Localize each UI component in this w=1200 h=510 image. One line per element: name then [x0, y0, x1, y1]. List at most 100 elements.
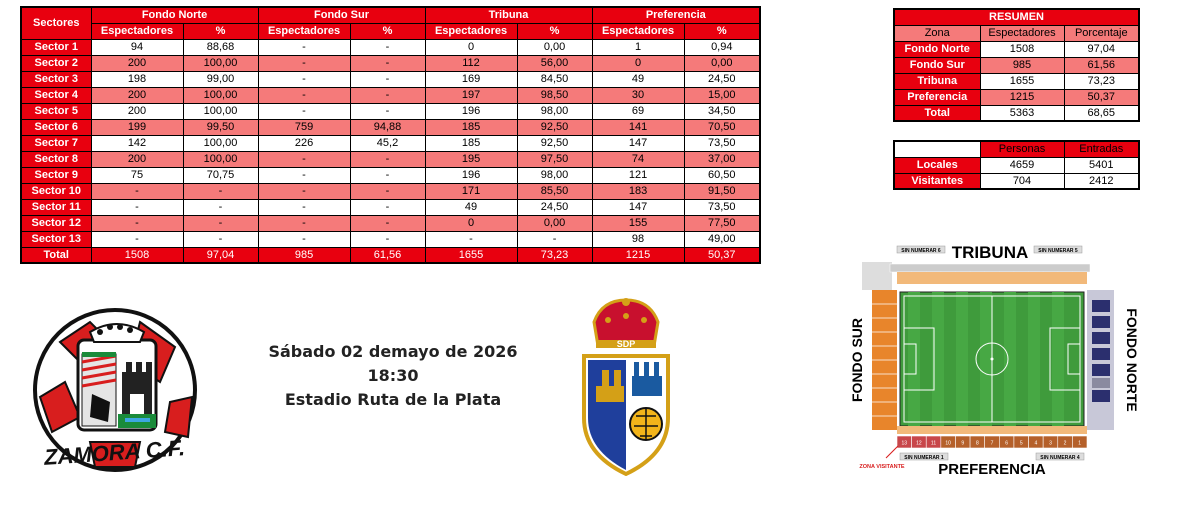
total-cell: 1655	[424, 246, 518, 264]
summary-header-espectadores: Espectadores	[979, 24, 1065, 42]
sin-numerar-top-right: SIN NUMERAR 5	[1038, 248, 1078, 254]
table-row: Sector 3 198 99,00- -169 84,50 49 24,50	[20, 70, 761, 88]
total-label: Total	[20, 246, 92, 264]
table-cell: 73,50	[683, 134, 761, 152]
table-cell: 98,00	[516, 166, 593, 184]
row-label: Sector 7	[20, 134, 92, 152]
table-cell: -	[349, 214, 426, 232]
stadium-sector	[1072, 435, 1088, 449]
table-cell: 84,50	[516, 70, 593, 88]
visitors-row-label: Visitantes	[893, 172, 981, 190]
row-label: Sector 6	[20, 118, 92, 136]
table-cell: 147	[591, 198, 685, 216]
zona-visitante-label: ZONA VISITANTE	[859, 464, 905, 470]
summary-row-label: Fondo Norte	[893, 40, 981, 58]
table-cell: 112	[424, 54, 518, 72]
table-cell: 171	[424, 182, 518, 200]
table-cell: 183	[591, 182, 685, 200]
visitors-header-entradas: Entradas	[1063, 140, 1140, 158]
match-time: 18:30	[367, 366, 419, 385]
table-cell: 100,00	[182, 150, 259, 168]
match-info: Sábado 02 demayo de 2026 18:30 Estadio R…	[268, 340, 518, 412]
table-cell: -	[257, 166, 351, 184]
summary-cell: 61,56	[1063, 56, 1140, 74]
row-label: Sector 3	[20, 70, 92, 88]
table-cell: -	[349, 38, 426, 56]
sectors-header: Sectores	[20, 6, 92, 40]
table-cell: 30	[591, 86, 685, 104]
summary-table: RESUMEN Zona Espectadores Porcentaje Fon…	[893, 8, 1141, 122]
table-cell: -	[90, 198, 184, 216]
zone-header-fondo-sur: Fondo Sur	[257, 6, 426, 24]
table-cell: -	[90, 230, 184, 248]
table-cell: 121	[591, 166, 685, 184]
table-cell: -	[182, 214, 259, 232]
row-label: Sector 1	[20, 38, 92, 56]
summary-body: Fondo Norte 1508 97,04 Fondo Sur 985 61,56 Tri…	[893, 40, 1140, 122]
table-cell: 94,88	[349, 118, 426, 136]
match-date: Sábado 02 demayo de 2026	[268, 342, 518, 361]
table-cell: 142	[90, 134, 184, 152]
table-cell: 0,00	[516, 214, 593, 232]
table-cell: 0	[424, 214, 518, 232]
table-cell: -	[349, 198, 426, 216]
stadium-sector-number: 4	[1034, 441, 1037, 447]
stadium-sector-number: 11	[931, 441, 936, 447]
table-cell: 92,50	[516, 134, 593, 152]
table-cell: 98,00	[516, 102, 593, 120]
summary-row: Total 5363 68,65	[893, 104, 1140, 122]
table-cell: 200	[90, 86, 184, 104]
table-cell: 70,75	[182, 166, 259, 184]
summary-cell: 73,23	[1063, 72, 1140, 90]
subheader-row: Espectadores% Espectadores% Espectadores% E…	[21, 22, 761, 40]
zone-header-tribuna: Tribuna	[424, 6, 593, 24]
table-cell: 196	[424, 166, 518, 184]
table-cell: -	[90, 214, 184, 232]
table-cell: 91,50	[683, 182, 761, 200]
visitors-body: Locales 4659 5401 Visitantes 704 2412	[893, 156, 1140, 190]
table-cell: 37,00	[683, 150, 761, 168]
stadium-sector-number: 12	[916, 441, 922, 447]
table-cell: -	[257, 182, 351, 200]
table-cell: 73,50	[683, 198, 761, 216]
subheader-cell: Espectadores	[90, 22, 184, 40]
table-cell: 759	[257, 118, 351, 136]
summary-cell: 68,65	[1063, 104, 1140, 122]
table-cell: -	[257, 38, 351, 56]
table-cell: 185	[424, 134, 518, 152]
summary-cell: 5363	[979, 104, 1065, 122]
zone-header-fondo-norte: Fondo Norte	[90, 6, 259, 24]
total-cell: 1508	[90, 246, 184, 264]
summary-cell: 1655	[979, 72, 1065, 90]
summary-row-label: Preferencia	[893, 88, 981, 106]
total-cell: 61,56	[349, 246, 426, 264]
table-cell: 88,68	[182, 38, 259, 56]
stadium-sector-number: 1	[1078, 441, 1081, 447]
visitors-row: Visitantes 704 2412	[893, 172, 1140, 190]
visitors-row: Locales 4659 5401	[893, 156, 1140, 174]
table-row: Sector 1 94 88,68- -0 0,00 1 0,94	[20, 38, 761, 56]
summary-row: Tribuna 1655 73,23	[893, 72, 1140, 90]
table-cell: 197	[424, 86, 518, 104]
stadium-sector-number: 7	[991, 441, 994, 447]
total-cell: 97,04	[182, 246, 259, 264]
table-cell: 155	[591, 214, 685, 232]
row-label: Sector 11	[20, 198, 92, 216]
table-cell: 200	[90, 150, 184, 168]
table-cell: 100,00	[182, 134, 259, 152]
subheader-cell: %	[683, 22, 761, 40]
stadium-sector-number: 6	[1005, 441, 1008, 447]
table-cell: 69	[591, 102, 685, 120]
sin-numerar-bottom-left: SIN NUMERAR 1	[904, 455, 944, 461]
table-cell: -	[349, 150, 426, 168]
visitors-blank-corner	[893, 140, 981, 158]
table-cell: -	[349, 182, 426, 200]
table-cell: 198	[90, 70, 184, 88]
subheader-cell: Espectadores	[424, 22, 518, 40]
summary-cell: 97,04	[1063, 40, 1140, 58]
sin-numerar-top-left: SIN NUMERAR 6	[901, 248, 941, 254]
table-cell: -	[257, 54, 351, 72]
row-label: Sector 13	[20, 230, 92, 248]
summary-title: RESUMEN	[893, 8, 1140, 26]
table-cell: 92,50	[516, 118, 593, 136]
